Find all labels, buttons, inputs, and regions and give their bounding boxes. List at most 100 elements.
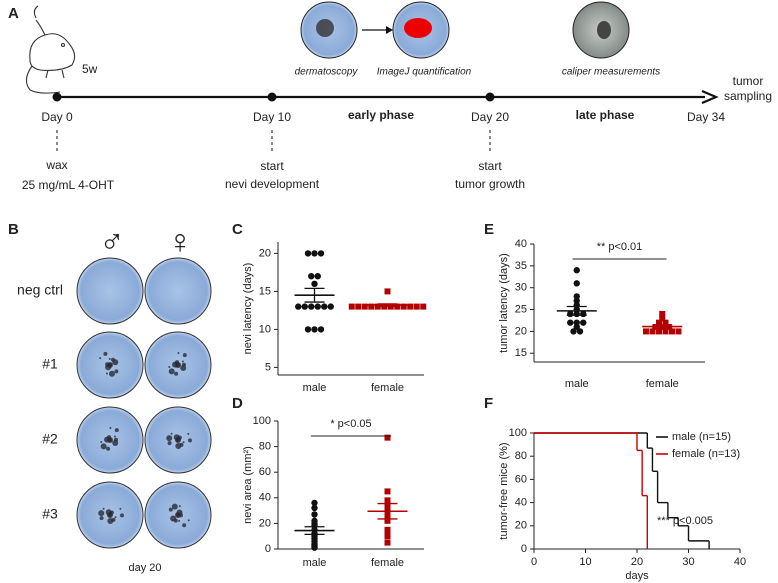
data-point <box>659 315 666 322</box>
data-point <box>384 533 391 540</box>
note: start <box>478 159 502 173</box>
annotation: ** p<0.01 <box>597 241 643 253</box>
photo-lesion <box>404 18 432 38</box>
x-tick-label: 20 <box>631 556 643 568</box>
age-label: 5w <box>82 62 98 76</box>
y-tick-label: 20 <box>515 325 527 337</box>
y-axis-label: nevi area (mm²) <box>242 446 254 524</box>
photo-spot <box>168 366 171 369</box>
photo-spot <box>187 519 190 522</box>
sem-bar <box>566 305 587 316</box>
data-point <box>311 511 318 518</box>
note: nevi development <box>225 177 320 191</box>
data-point <box>400 303 407 310</box>
data-point <box>321 303 328 310</box>
photo-spot <box>177 352 180 355</box>
photo-spot <box>173 434 180 441</box>
panel-label: E <box>484 221 494 238</box>
data-point <box>314 303 321 310</box>
photo-spot <box>99 357 102 360</box>
photo-spot <box>181 362 186 367</box>
data-point <box>295 303 302 310</box>
y-axis-label: nevi latency (days) <box>242 263 254 355</box>
y-tick-label: 5 <box>265 361 271 373</box>
note: wax <box>45 158 67 172</box>
data-point <box>301 303 308 310</box>
photo-spot <box>106 446 111 451</box>
photo-spot <box>119 513 124 518</box>
data-point <box>311 250 318 257</box>
y-tick-label: 60 <box>515 473 527 485</box>
row-label: #1 <box>42 356 58 372</box>
data-point <box>570 328 577 335</box>
photo-spot <box>102 507 105 510</box>
x-tick-label: 30 <box>682 556 694 568</box>
data-point <box>361 303 368 310</box>
end-label: tumor <box>733 74 764 88</box>
data-point <box>317 250 325 257</box>
note: tumor growth <box>455 177 525 191</box>
caption: day 20 <box>128 562 161 574</box>
photo-spot <box>182 353 187 358</box>
mouse-drawing <box>25 5 76 94</box>
panel-label: D <box>232 395 243 412</box>
photo-spot <box>109 427 112 430</box>
timepoint <box>52 92 62 102</box>
y-tick-label: 80 <box>515 450 527 462</box>
photo-spot <box>179 442 184 447</box>
y-tick-label: 20 <box>515 520 527 532</box>
photo-spot <box>108 358 111 361</box>
photo-spot <box>172 361 179 368</box>
data-point <box>573 267 580 274</box>
x-tick-label: female <box>646 378 679 390</box>
data-point <box>669 328 675 335</box>
note: 25 mg/mL 4-OHT <box>22 178 115 192</box>
photo-lesion <box>597 21 611 39</box>
day-label: Day 0 <box>41 110 73 124</box>
panel-label: B <box>8 221 19 238</box>
y-tick-label: 25 <box>515 303 527 315</box>
photo-spot <box>167 441 172 446</box>
annotation: * p<0.05 <box>330 418 371 430</box>
y-tick-label: 40 <box>515 497 527 509</box>
data-point <box>407 303 414 310</box>
data-point <box>368 303 375 310</box>
sem-bar <box>304 287 325 303</box>
data-point <box>413 303 420 310</box>
photo <box>76 257 144 325</box>
y-tick-label: 10 <box>259 323 271 335</box>
x-axis-label: days <box>625 570 649 582</box>
data-point <box>384 528 391 535</box>
phase-label: late phase <box>576 108 635 122</box>
photo-spot <box>100 443 107 450</box>
data-point <box>311 504 318 512</box>
y-tick-label: 35 <box>515 260 527 272</box>
photo-spot <box>174 371 179 376</box>
image-label: caliper measurements <box>562 67 660 78</box>
photo-spot <box>181 360 184 363</box>
data-point <box>317 326 325 333</box>
photo-spot <box>182 441 185 444</box>
photo-spot <box>173 518 178 523</box>
panel-label: F <box>484 395 493 412</box>
data-point <box>384 488 391 495</box>
data-point <box>576 328 584 335</box>
photo-spot <box>176 509 183 516</box>
row-label: #3 <box>42 506 58 522</box>
photo-spot <box>187 432 190 435</box>
data-point <box>327 303 334 310</box>
photo-spot <box>114 428 119 433</box>
y-axis-label: tumor latency (days) <box>498 253 510 353</box>
phase-label: early phase <box>348 108 414 122</box>
photo-spot <box>178 505 181 508</box>
x-tick-label: 40 <box>734 556 746 568</box>
y-tick-label: 40 <box>259 492 271 504</box>
photo-grid <box>76 257 212 549</box>
data-point <box>304 326 312 333</box>
note: start <box>260 159 284 173</box>
sem-bar <box>377 502 398 520</box>
sem-bar <box>377 303 398 307</box>
data-point <box>656 328 662 335</box>
annotation: *** p<0.005 <box>657 515 713 527</box>
